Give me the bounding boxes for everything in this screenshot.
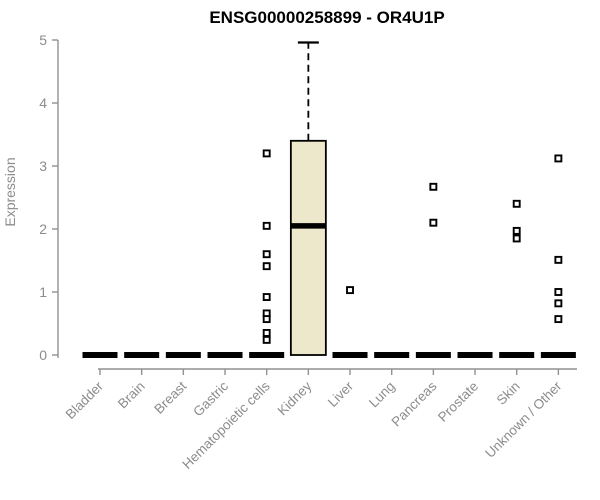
outlier-point: [262, 335, 271, 344]
outlier-point: [512, 226, 521, 235]
y-axis-label: Expression: [2, 157, 18, 227]
collapsed-box: [249, 352, 285, 358]
x-tick-label: Brain: [115, 379, 148, 412]
outlier-point: [554, 154, 563, 163]
collapsed-box: [540, 352, 576, 358]
y-tick-label: 5: [39, 32, 47, 48]
outlier-point: [262, 221, 271, 230]
outlier-point: [262, 329, 271, 337]
x-tick-label: Breast: [151, 378, 189, 416]
outlier-point: [262, 250, 271, 259]
x-tick-label: Lung: [366, 379, 398, 411]
x-tick-label: Pancreas: [389, 378, 440, 429]
chart-title: ENSG00000258899 - OR4U1P: [209, 8, 445, 27]
x-tick-label: Unknown / Other: [482, 378, 565, 461]
y-tick-label: 2: [39, 221, 47, 237]
outlier-point: [554, 299, 563, 308]
y-tick-label: 4: [39, 95, 47, 111]
outlier-point: [262, 293, 271, 301]
x-tick-label: Gastric: [190, 378, 231, 419]
outlier-point: [429, 182, 438, 191]
outlier-point: [262, 315, 271, 324]
collapsed-box: [332, 352, 368, 358]
outlier-point: [554, 315, 563, 324]
collapsed-box: [374, 352, 410, 358]
outlier-point: [512, 199, 521, 208]
collapsed-box: [415, 352, 451, 358]
collapsed-box: [457, 352, 493, 358]
outlier-point: [512, 234, 521, 243]
collapsed-box: [207, 352, 243, 358]
collapsed-box: [124, 352, 160, 358]
collapsed-box: [165, 352, 201, 358]
x-tick-label: Bladder: [63, 378, 107, 422]
outlier-point: [554, 255, 563, 264]
outlier-point: [554, 288, 563, 296]
outlier-point: [346, 286, 354, 295]
outlier-point: [262, 149, 271, 158]
y-tick-label: 3: [39, 158, 47, 174]
box: [289, 139, 327, 356]
x-tick-label: Kidney: [275, 378, 315, 418]
outlier-point: [429, 218, 438, 227]
x-tick-label: Liver: [325, 378, 357, 410]
y-tick-label: 1: [39, 284, 47, 300]
y-tick-label: 0: [39, 347, 47, 363]
collapsed-box: [499, 352, 535, 358]
x-tick-label: Skin: [494, 379, 523, 408]
collapsed-box: [82, 352, 118, 358]
outlier-point: [262, 262, 271, 271]
x-tick-label: Prostate: [435, 379, 481, 425]
